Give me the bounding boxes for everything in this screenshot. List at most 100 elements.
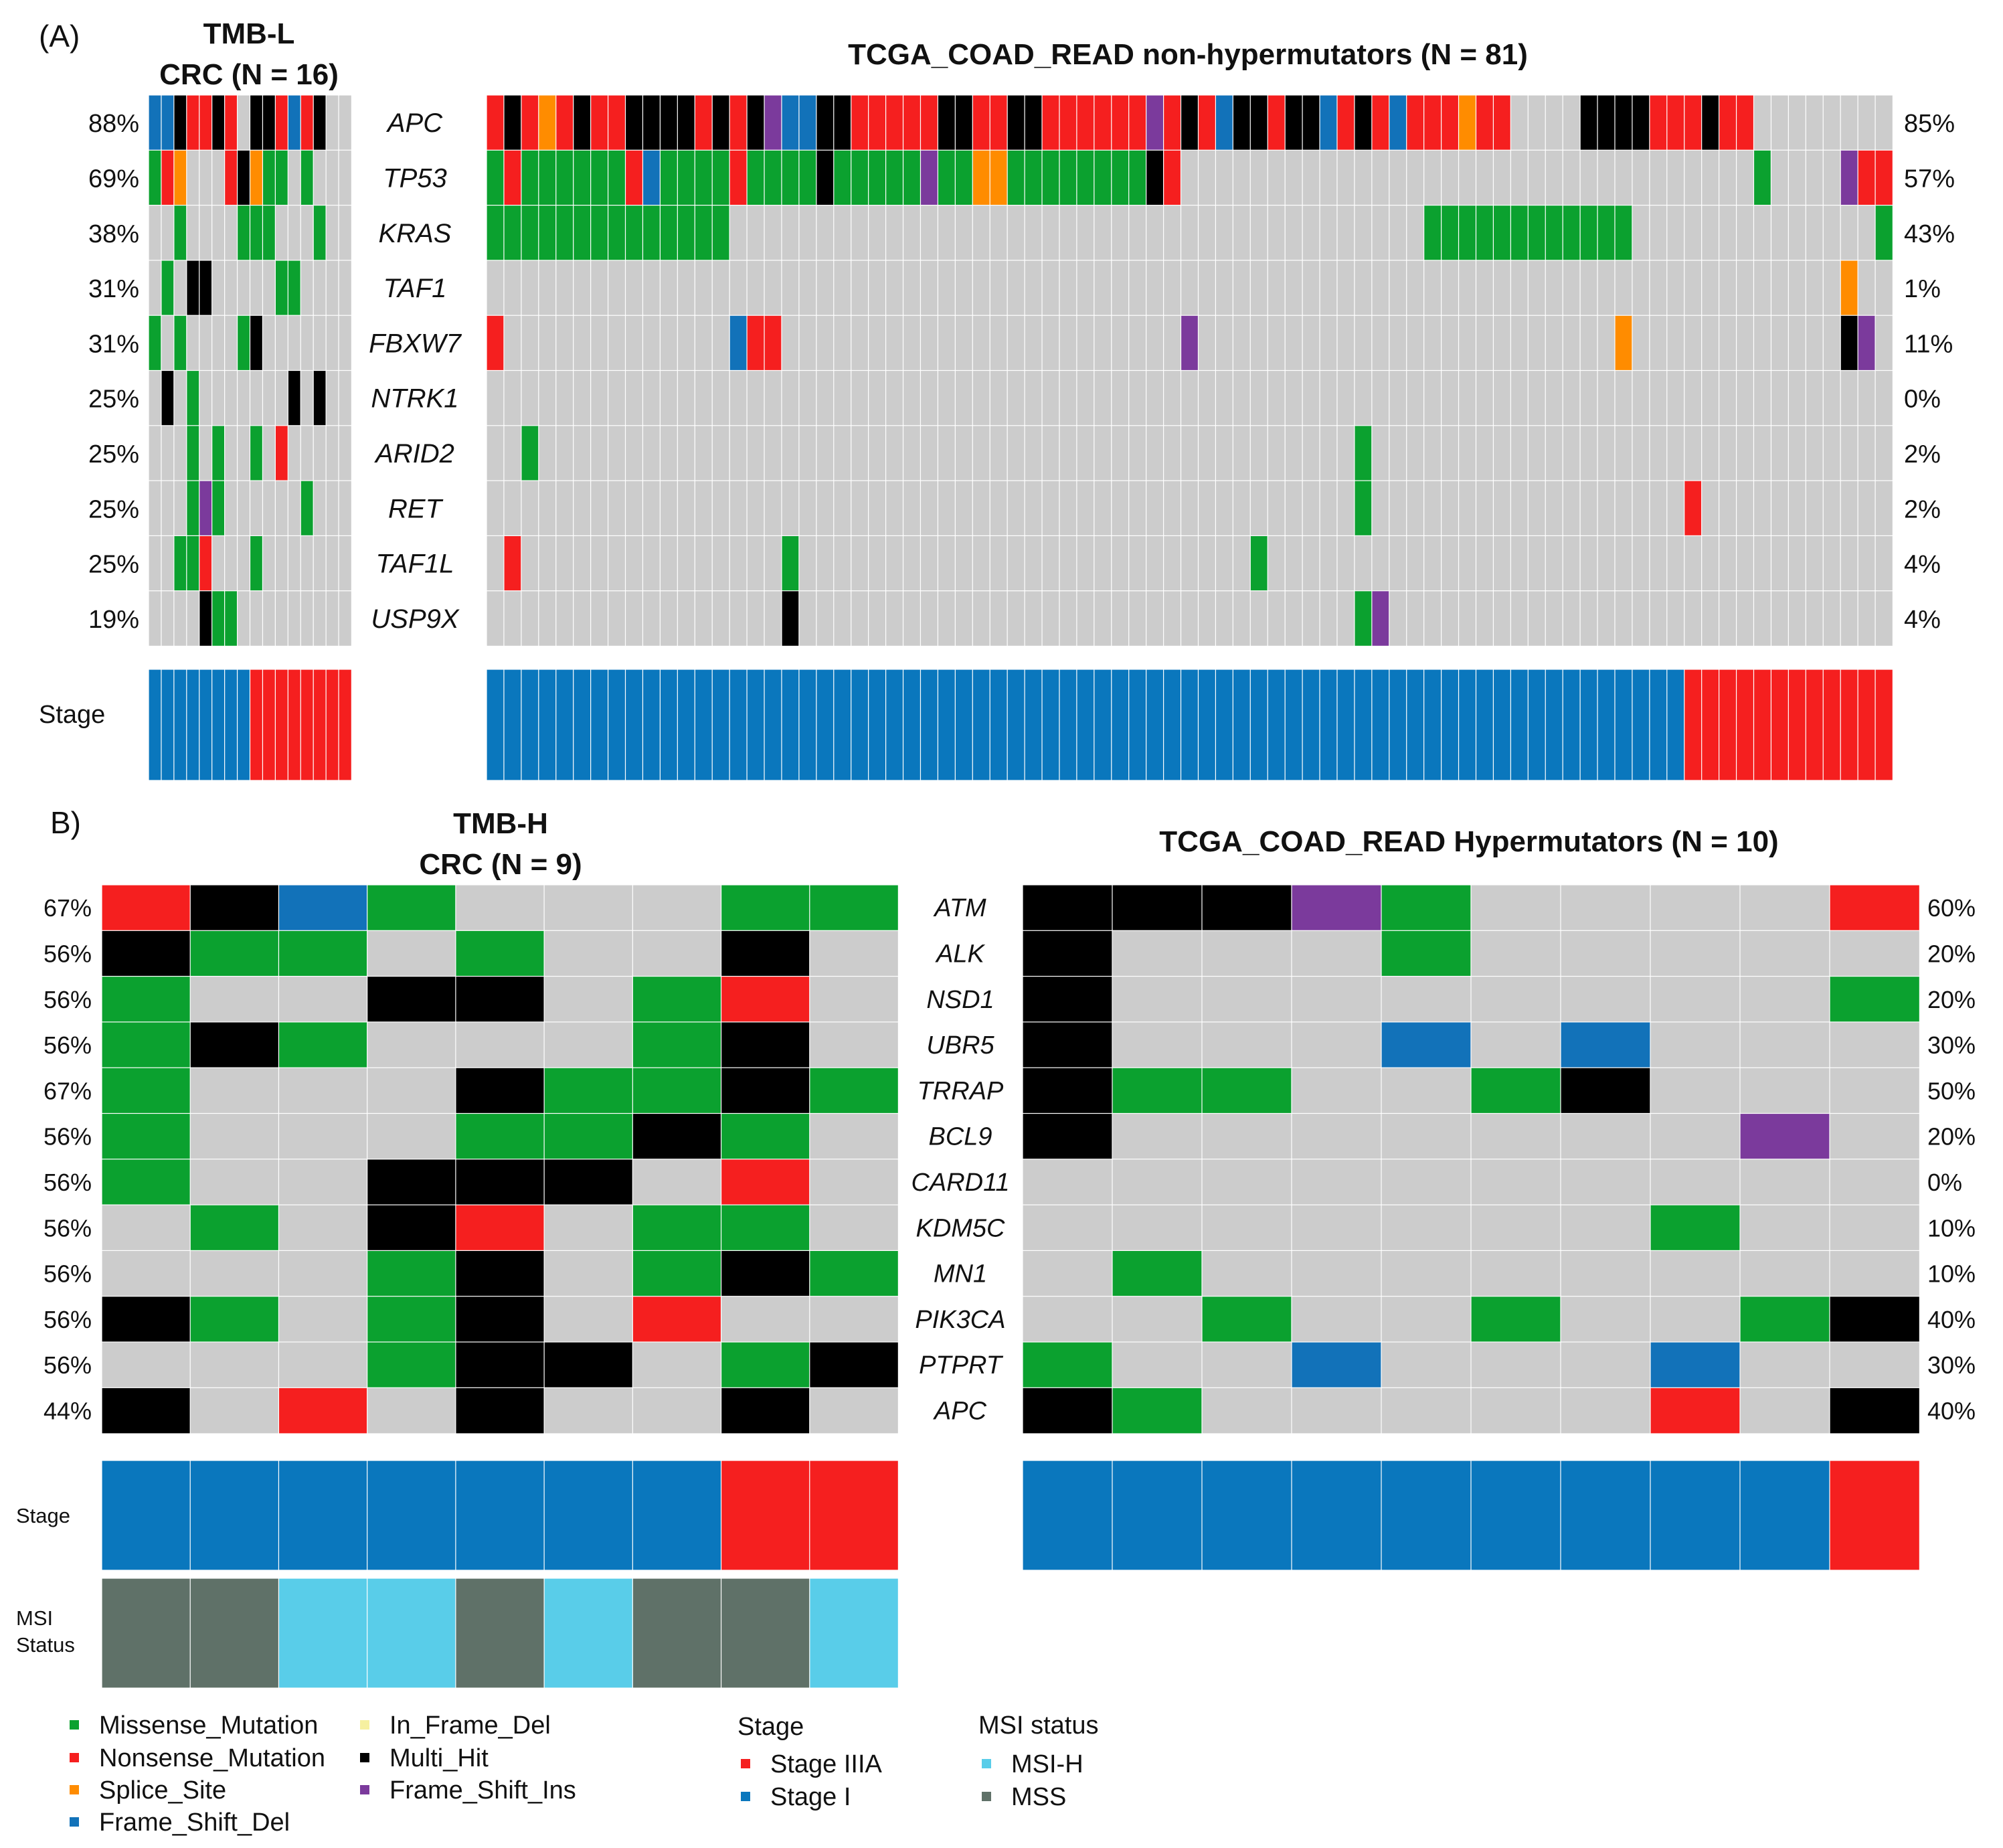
cell-a-left-7-9 [262, 480, 276, 537]
cell-a-right-6-53 [1406, 425, 1425, 482]
cell-a-left-7-8 [249, 480, 264, 537]
stage-a-left-1 [161, 669, 175, 781]
cell-b-right-10-9 [1829, 1341, 1920, 1389]
cell-a-right-3-29 [989, 260, 1009, 317]
cell-a-left-4-0 [148, 315, 162, 371]
stage-a-right-9 [642, 669, 661, 781]
cell-a-right-2-64 [1597, 205, 1616, 261]
cell-a-right-7-15 [746, 480, 766, 537]
cell-a-left-7-5 [211, 480, 226, 537]
cell-a-left-4-9 [262, 315, 276, 371]
cell-b-right-10-6 [1560, 1341, 1651, 1389]
cell-b-right-9-2 [1201, 1296, 1292, 1343]
stage-b-left-6 [632, 1460, 722, 1571]
pct-b-left-2: 56% [43, 986, 92, 1013]
stage-a-right-7 [607, 669, 626, 781]
cell-a-right-6-55 [1441, 425, 1460, 482]
cell-a-right-0-80 [1875, 94, 1894, 151]
cell-a-right-3-31 [1024, 260, 1043, 317]
cell-b-right-3-0 [1022, 1021, 1113, 1069]
stage-a-right-77 [1822, 669, 1842, 781]
stage-b-left-7 [720, 1460, 810, 1571]
cell-a-right-5-36 [1111, 369, 1130, 426]
cell-b-left-1-8 [809, 930, 899, 977]
cell-a-right-4-67 [1649, 315, 1668, 371]
cell-a-right-6-5 [573, 425, 592, 482]
cell-a-right-8-33 [1059, 535, 1077, 592]
cell-a-right-9-6 [590, 590, 609, 647]
cell-b-left-3-3 [367, 1021, 456, 1069]
cell-a-right-8-24 [902, 535, 922, 592]
legend-swatch-frame-shift-del [70, 1817, 79, 1827]
legend-swatch-splice-site [70, 1785, 79, 1794]
cell-a-right-6-66 [1632, 425, 1650, 482]
cell-a-right-4-73 [1753, 315, 1772, 371]
cell-a-right-6-12 [694, 425, 713, 482]
cell-a-right-7-64 [1597, 480, 1616, 537]
cell-b-right-6-8 [1739, 1159, 1830, 1206]
cell-a-right-6-68 [1666, 425, 1685, 482]
gene-label-a-usp9x: USP9X [371, 604, 459, 634]
cell-a-right-2-27 [954, 205, 974, 261]
cell-a-right-1-60 [1527, 149, 1547, 206]
cell-a-right-7-0 [486, 480, 505, 537]
cell-a-right-1-54 [1423, 149, 1442, 206]
stage-a-left-14 [325, 669, 340, 781]
cell-a-left-8-15 [338, 535, 352, 592]
cell-a-right-2-58 [1492, 205, 1512, 261]
cell-a-right-6-76 [1805, 425, 1824, 482]
cell-b-left-3-4 [455, 1021, 545, 1069]
cell-a-right-5-5 [573, 369, 592, 426]
stage-a-left-5 [211, 669, 226, 781]
cell-a-left-6-5 [211, 425, 226, 482]
cell-a-right-4-49 [1336, 315, 1355, 371]
cell-a-right-3-68 [1666, 260, 1685, 317]
cell-a-right-7-43 [1232, 480, 1251, 537]
cell-b-left-3-2 [278, 1021, 368, 1069]
cell-a-left-0-8 [249, 94, 264, 151]
cell-a-right-1-58 [1492, 149, 1512, 206]
cell-a-right-2-56 [1458, 205, 1477, 261]
cell-a-right-0-71 [1719, 94, 1737, 151]
stage-a-left-10 [274, 669, 289, 781]
cell-a-left-9-8 [249, 590, 264, 647]
cell-a-right-6-63 [1579, 425, 1599, 482]
cell-a-right-9-65 [1614, 590, 1633, 647]
cell-a-right-9-47 [1302, 590, 1321, 647]
cell-a-right-9-9 [642, 590, 661, 647]
cell-a-right-4-72 [1735, 315, 1755, 371]
stage-b-right-9 [1829, 1460, 1920, 1571]
panel-b-msi-label-line1: MSI [16, 1606, 53, 1630]
cell-a-right-9-32 [1041, 590, 1060, 647]
cell-a-right-2-69 [1684, 205, 1703, 261]
cell-b-left-10-4 [455, 1341, 545, 1389]
cell-a-right-3-73 [1753, 260, 1772, 317]
legend-stage-title: Stage [737, 1713, 804, 1741]
stage-b-left-2 [278, 1460, 368, 1571]
cell-b-right-5-5 [1470, 1112, 1561, 1160]
cell-a-left-2-15 [338, 205, 352, 261]
cell-b-right-3-7 [1650, 1021, 1741, 1069]
cell-a-right-4-44 [1249, 315, 1269, 371]
cell-a-right-4-60 [1527, 315, 1547, 371]
cell-a-right-7-47 [1302, 480, 1321, 537]
cell-b-left-1-3 [367, 930, 456, 977]
cell-a-right-7-36 [1111, 480, 1130, 537]
gene-label-b-atm: ATM [933, 894, 986, 922]
cell-b-right-7-0 [1022, 1204, 1113, 1252]
cell-a-left-3-3 [186, 260, 200, 317]
cell-a-right-5-55 [1441, 369, 1460, 426]
cell-a-left-1-2 [173, 149, 187, 206]
stage-a-right-46 [1284, 669, 1304, 781]
cell-a-right-3-41 [1197, 260, 1217, 317]
msi-b-left-8 [809, 1578, 899, 1689]
cell-a-right-0-48 [1319, 94, 1338, 151]
cell-a-right-8-58 [1492, 535, 1512, 592]
cell-a-left-5-0 [148, 369, 162, 426]
cell-a-right-5-70 [1701, 369, 1720, 426]
cell-a-right-9-34 [1076, 590, 1095, 647]
stage-a-right-68 [1666, 669, 1685, 781]
cell-a-right-4-10 [659, 315, 679, 371]
cell-a-right-7-72 [1735, 480, 1755, 537]
cell-a-right-0-24 [902, 94, 922, 151]
